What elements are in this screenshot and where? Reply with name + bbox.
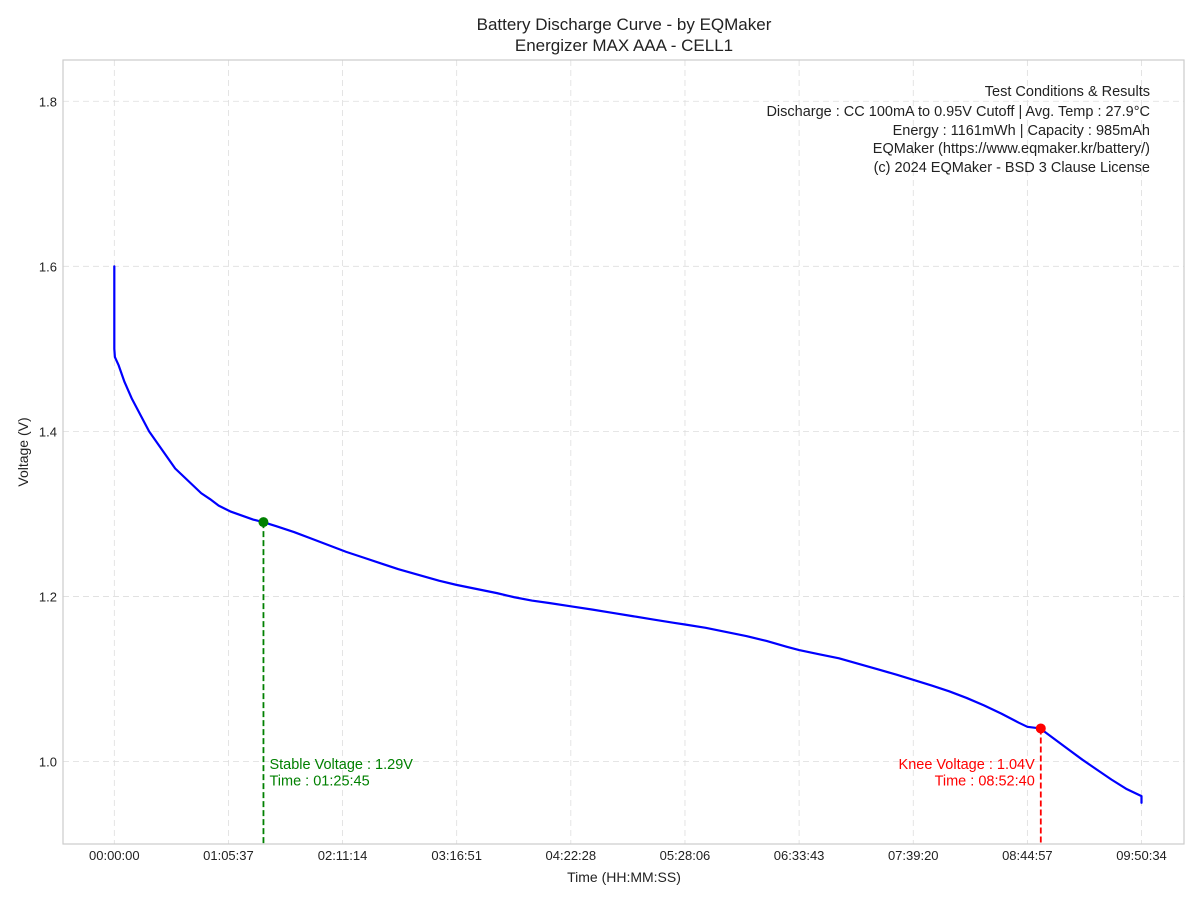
info-line: EQMaker (https://www.eqmaker.kr/battery/… bbox=[873, 141, 1150, 157]
chart-subtitle: Energizer MAX AAA - CELL1 bbox=[515, 36, 733, 55]
chart-title: Battery Discharge Curve - by EQMaker bbox=[477, 15, 772, 34]
annotation-label: Time : 08:52:40 bbox=[935, 774, 1035, 790]
plot-frame bbox=[62, 59, 1185, 845]
x-tick-label: 07:39:20 bbox=[888, 848, 939, 863]
y-axis-label: Voltage (V) bbox=[15, 417, 31, 486]
y-tick-label: 1.6 bbox=[39, 259, 57, 274]
annotation-label: Knee Voltage : 1.04V bbox=[899, 757, 1036, 773]
x-tick-label: 03:16:51 bbox=[431, 848, 482, 863]
x-tick-label: 05:28:06 bbox=[660, 848, 711, 863]
y-tick-label: 1.4 bbox=[39, 424, 57, 439]
y-tick-label: 1.0 bbox=[39, 754, 57, 769]
x-tick-label: 06:33:43 bbox=[774, 848, 825, 863]
annotation-label: Stable Voltage : 1.29V bbox=[269, 757, 413, 773]
x-tick-label: 02:11:14 bbox=[318, 848, 368, 863]
x-tick-label: 08:44:57 bbox=[1002, 848, 1053, 863]
x-tick-label: 00:00:00 bbox=[89, 848, 140, 863]
info-line: (c) 2024 EQMaker - BSD 3 Clause License bbox=[874, 160, 1150, 176]
x-axis-label: Time (HH:MM:SS) bbox=[567, 869, 681, 885]
annotation-marker bbox=[1035, 723, 1046, 734]
annotation-label: Time : 01:25:45 bbox=[269, 774, 369, 790]
y-tick-label: 1.8 bbox=[39, 94, 57, 109]
y-tick-label: 1.2 bbox=[39, 589, 57, 604]
x-tick-label: 01:05:37 bbox=[203, 848, 254, 863]
info-line: Energy : 1161mWh | Capacity : 985mAh bbox=[893, 123, 1150, 139]
info-line: Test Conditions & Results bbox=[985, 84, 1150, 100]
annotation-marker bbox=[258, 517, 269, 528]
x-tick-label: 04:22:28 bbox=[546, 848, 597, 863]
info-box: Test Conditions & Results Discharge : CC… bbox=[766, 84, 1150, 176]
info-line: Discharge : CC 100mA to 0.95V Cutoff | A… bbox=[766, 104, 1150, 120]
x-tick-label: 09:50:34 bbox=[1116, 848, 1167, 863]
voltage-curve bbox=[113, 265, 1143, 804]
